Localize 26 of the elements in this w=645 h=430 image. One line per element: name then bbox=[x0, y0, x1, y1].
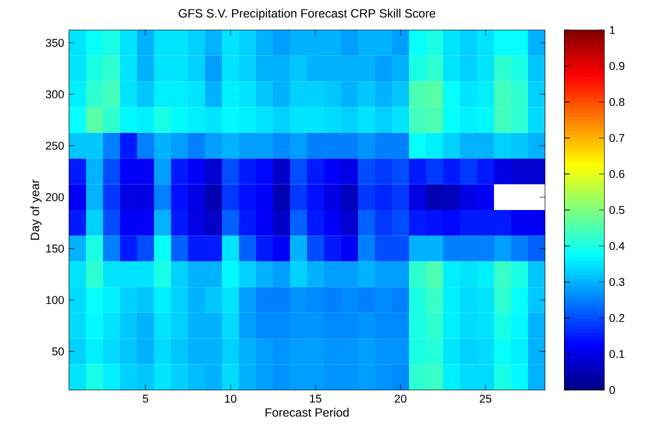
color-bar-label: 0.3 bbox=[610, 278, 624, 286]
color-bar-label: 0 bbox=[610, 386, 615, 394]
y-tick-label: 200 bbox=[46, 193, 64, 202]
y-tick-label: 50 bbox=[52, 347, 64, 356]
x-tick-label: 15 bbox=[310, 394, 322, 403]
chart-title: GFS S.V. Precipitation Forecast CRP Skill Score bbox=[178, 8, 436, 20]
x-tick-label: 20 bbox=[394, 394, 406, 403]
color-bar-label: 1 bbox=[610, 26, 615, 34]
color-bar-label: 0.5 bbox=[610, 206, 624, 214]
x-tick-label: 25 bbox=[480, 394, 492, 403]
x-tick-label: 5 bbox=[142, 394, 148, 403]
color-bar-label: 0.1 bbox=[610, 350, 624, 358]
color-bar-label: 0.6 bbox=[610, 170, 624, 178]
y-tick-label: 250 bbox=[46, 142, 64, 150]
color-bar-label: 0.9 bbox=[610, 62, 624, 70]
color-bar-label: 0.4 bbox=[610, 242, 625, 250]
y-tick-label: 100 bbox=[46, 296, 64, 304]
color-bar-label: 0.7 bbox=[610, 134, 624, 142]
color-bar-label: 0.2 bbox=[610, 314, 624, 322]
color-bar-label: 0.8 bbox=[610, 98, 624, 106]
y-tick-label: 350 bbox=[46, 38, 64, 47]
y-tick-label: 300 bbox=[46, 90, 64, 98]
y-axis-title: Day of year bbox=[30, 180, 42, 240]
x-tick-label: 10 bbox=[225, 394, 236, 403]
x-axis-title: Forecast Period bbox=[266, 408, 349, 417]
y-tick-label: 150 bbox=[46, 244, 64, 253]
